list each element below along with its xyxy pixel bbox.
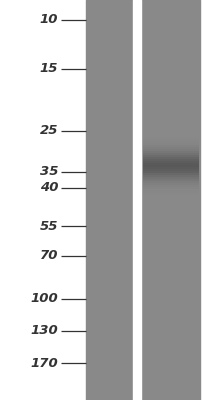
Text: 130: 130 xyxy=(30,324,58,337)
Text: 15: 15 xyxy=(40,62,58,75)
Text: 70: 70 xyxy=(40,249,58,262)
Text: 55: 55 xyxy=(40,220,58,233)
Text: 170: 170 xyxy=(30,357,58,370)
Text: 10: 10 xyxy=(40,13,58,26)
Text: 35: 35 xyxy=(40,165,58,178)
Text: 40: 40 xyxy=(40,181,58,194)
Text: 100: 100 xyxy=(30,292,58,306)
Text: 25: 25 xyxy=(40,124,58,137)
